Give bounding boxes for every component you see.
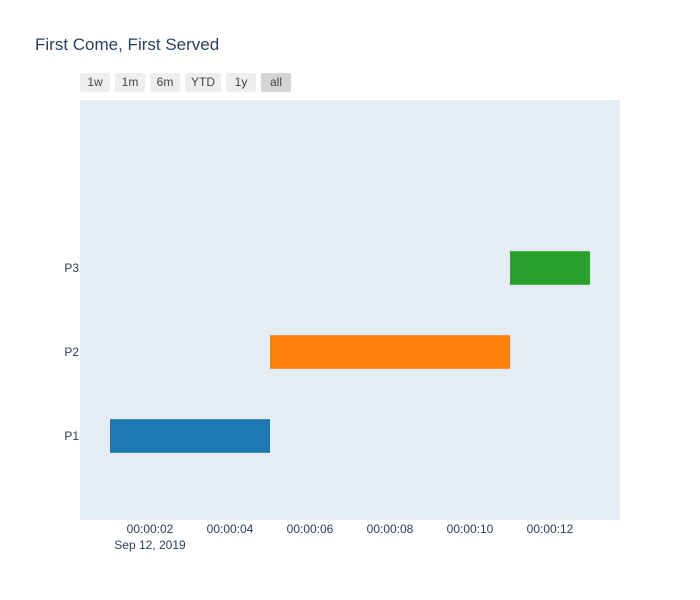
x-tick: 00:00:02 <box>127 522 174 536</box>
range-button-1w[interactable]: 1w <box>80 73 110 92</box>
range-button-1y[interactable]: 1y <box>226 73 256 92</box>
x-axis-date-label: Sep 12, 2019 <box>114 538 186 552</box>
range-button-1m[interactable]: 1m <box>115 73 145 92</box>
task-bar-p3[interactable] <box>510 251 590 285</box>
x-tick: 00:00:04 <box>207 522 254 536</box>
range-button-all[interactable]: all <box>261 73 291 92</box>
x-tick: 00:00:10 <box>447 522 494 536</box>
range-button-6m[interactable]: 6m <box>150 73 180 92</box>
y-tick-p2: P2 <box>64 345 79 359</box>
plot-area <box>80 100 620 520</box>
x-tick: 00:00:12 <box>527 522 574 536</box>
y-tick-p1: P1 <box>64 429 79 443</box>
x-tick: 00:00:08 <box>367 522 414 536</box>
y-tick-p3: P3 <box>64 261 79 275</box>
range-button-ytd[interactable]: YTD <box>185 73 221 92</box>
y-axis-ticks: P1 P2 P3 <box>64 261 79 443</box>
x-tick: 00:00:06 <box>287 522 334 536</box>
task-bar-p2[interactable] <box>270 335 510 369</box>
task-bar-p1[interactable] <box>110 419 270 453</box>
task-bars <box>110 251 590 453</box>
chart-title: First Come, First Served <box>35 35 220 54</box>
x-axis-ticks: 00:00:02 00:00:04 00:00:06 00:00:08 00:00:10… <box>127 522 574 536</box>
